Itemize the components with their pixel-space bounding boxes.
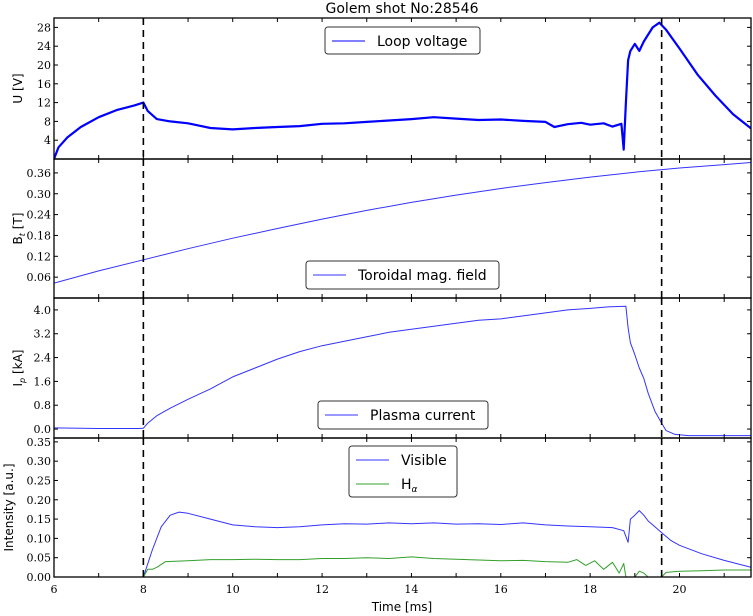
y-tick-label: 0.12 <box>27 250 52 263</box>
legend: Loop voltage <box>324 26 481 55</box>
series-line-h- <box>142 556 751 577</box>
series-line-visible <box>142 510 751 577</box>
legend-label: Hα <box>401 477 418 495</box>
y-tick-label: 0.24 <box>27 209 52 222</box>
y-tick-label: 4.0 <box>34 304 52 317</box>
legend: Plasma current <box>317 400 489 430</box>
y-axis-label: Intensity [a.u.] <box>2 464 16 552</box>
y-tick-label: 0.36 <box>27 167 52 180</box>
y-tick-label: 4 <box>44 134 51 147</box>
y-tick-label: 0.15 <box>27 513 52 526</box>
axes-frame <box>53 437 752 578</box>
x-tick-label: 16 <box>494 583 508 596</box>
y-tick-label: 12 <box>37 97 51 110</box>
x-tick-label: 20 <box>673 583 687 596</box>
x-tick-label: 10 <box>226 583 240 596</box>
y-tick-label: 2.4 <box>34 352 52 365</box>
legend-label: Visible <box>401 453 447 469</box>
y-tick-label: 0.10 <box>27 532 52 545</box>
y-tick-label: 3.2 <box>34 328 52 341</box>
y-axis-label: Ip [kA] <box>11 350 27 387</box>
y-tick-label: 0.25 <box>27 474 52 487</box>
y-tick-label: 16 <box>37 78 51 91</box>
y-tick-label: 24 <box>37 40 51 53</box>
x-tick-label: 6 <box>51 583 58 596</box>
legend-label: Plasma current <box>370 408 476 424</box>
x-tick-label: 14 <box>404 583 418 596</box>
legend-label: Toroidal mag. field <box>357 268 487 284</box>
y-axis-label: U [V] <box>11 73 25 103</box>
y-tick-label: 0.06 <box>27 271 52 284</box>
chart-title: Golem shot No:28546 <box>326 1 479 17</box>
y-tick-label: 0.30 <box>27 455 52 468</box>
legend: Visible Hα <box>348 445 458 498</box>
y-tick-label: 8 <box>44 115 51 128</box>
x-tick-label: 18 <box>583 583 597 596</box>
y-tick-label: 28 <box>37 21 51 34</box>
toroidal-field-panel: 0.06 0.12 0.18 0.24 0.30 0.36 Bt [T] Toroidal m… <box>11 158 752 299</box>
plasma-current-panel: 0.0 0.8 1.6 2.4 3.2 4.0 Ip [kA] Plasma current <box>11 297 752 439</box>
y-tick-label: 0.35 <box>27 436 52 449</box>
legend-label: Loop voltage <box>377 34 467 50</box>
x-tick-label: 8 <box>140 583 147 596</box>
y-tick-label: 0.20 <box>27 494 52 507</box>
y-tick-label: 0.05 <box>27 552 52 565</box>
intensity-panel: 0.00 0.05 0.10 0.15 0.20 0.25 0.30 0.35 Intensit… <box>2 436 752 596</box>
y-tick-label: 1.6 <box>34 375 52 388</box>
y-tick-label: 0.8 <box>34 399 52 412</box>
y-axis-label: Bt [T] <box>11 213 27 245</box>
y-tick-label: 0.0 <box>34 423 52 436</box>
x-tick-label: 12 <box>315 583 329 596</box>
series-line-loop-voltage <box>54 21 751 159</box>
x-axis-label: Time [ms] <box>371 600 433 614</box>
series-line-toroidal-mag-field <box>54 162 751 284</box>
y-tick-label: 0.00 <box>27 571 52 584</box>
y-tick-label: 0.18 <box>27 229 52 242</box>
y-tick-label: 0.30 <box>27 188 52 201</box>
legend: Toroidal mag. field <box>305 260 500 290</box>
series-line-plasma-current <box>54 305 751 437</box>
y-tick-label: 20 <box>37 59 51 72</box>
loop-voltage-panel: 4 8 12 16 20 24 28 U [V] Loop voltage <box>11 17 752 160</box>
